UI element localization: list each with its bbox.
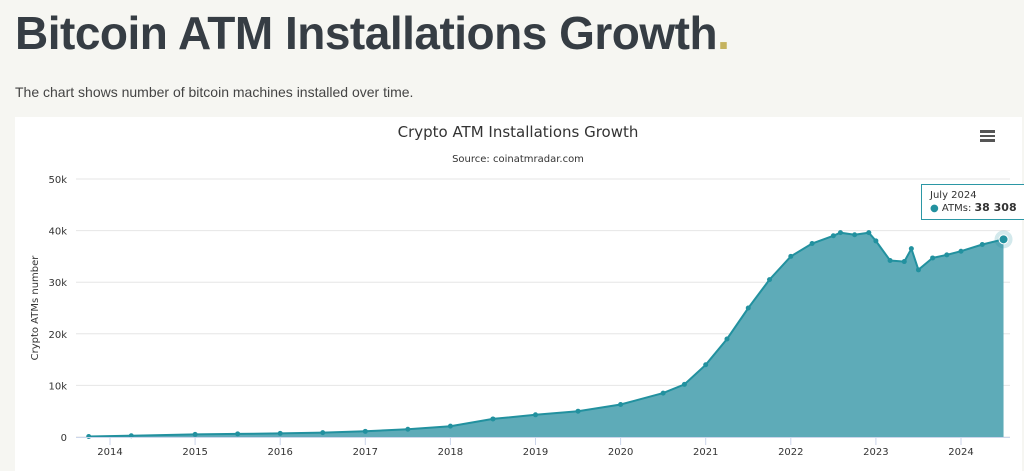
data-point[interactable] (575, 408, 581, 414)
chart-subtitle: Source: coinatmradar.com (452, 154, 584, 165)
data-point[interactable] (533, 412, 538, 418)
data-point[interactable] (681, 381, 687, 387)
x-tick-label: 2020 (608, 447, 633, 458)
data-point[interactable] (866, 230, 872, 236)
y-axis-label: Crypto ATMs number (30, 255, 41, 361)
x-tick-label: 2018 (438, 447, 463, 458)
y-tick-label: 0 (61, 433, 67, 444)
title-accent-dot: . (717, 7, 730, 59)
page-subtitle: The chart shows number of bitcoin machin… (15, 84, 414, 100)
data-point[interactable] (618, 401, 624, 407)
y-tick-label: 30k (48, 278, 67, 289)
tooltip: July 2024 ● ATMs: 38 308 (921, 184, 1024, 220)
data-point[interactable] (724, 336, 730, 342)
x-tick-label: 2023 (863, 447, 888, 458)
x-tick-label: 2014 (97, 447, 122, 458)
data-point[interactable] (998, 234, 1009, 245)
y-tick-label: 40k (48, 227, 67, 238)
data-point[interactable] (837, 230, 843, 236)
data-point[interactable] (908, 246, 914, 252)
y-tick-label: 10k (48, 381, 67, 392)
tooltip-series: ATMs (941, 203, 968, 214)
data-point[interactable] (767, 277, 773, 283)
data-point[interactable] (320, 430, 326, 436)
chart-title: Crypto ATM Installations Growth (398, 123, 639, 141)
tooltip-date: July 2024 (930, 190, 977, 201)
data-point[interactable] (788, 253, 794, 259)
hamburger-menu-icon[interactable] (980, 128, 995, 144)
data-point[interactable] (944, 252, 950, 258)
x-tick-label: 2022 (778, 447, 803, 458)
y-tick-label: 50k (48, 175, 67, 186)
data-point[interactable] (660, 390, 666, 396)
data-point[interactable] (873, 238, 879, 244)
data-point[interactable] (887, 258, 893, 264)
data-point[interactable] (405, 426, 411, 432)
data-point[interactable] (852, 232, 858, 238)
series-area (88, 232, 1004, 437)
data-point[interactable] (447, 423, 453, 429)
data-point[interactable] (235, 431, 241, 437)
x-tick-label: 2019 (523, 447, 548, 458)
page-title: Bitcoin ATM Installations Growth. (15, 7, 730, 59)
data-point[interactable] (745, 305, 751, 311)
data-point[interactable] (490, 416, 496, 422)
x-tick-label: 2024 (948, 447, 973, 458)
data-point[interactable] (703, 362, 709, 368)
x-tick-label: 2015 (182, 447, 207, 458)
data-point[interactable] (979, 242, 985, 248)
data-point[interactable] (362, 428, 368, 434)
tooltip-value: 38 308 (974, 201, 1017, 214)
data-point[interactable] (277, 430, 283, 436)
data-point[interactable] (901, 259, 907, 265)
data-point[interactable] (930, 255, 936, 261)
data-point[interactable] (915, 267, 921, 273)
x-tick-label: 2021 (693, 447, 718, 458)
data-point[interactable] (192, 431, 198, 437)
data-point[interactable] (809, 241, 815, 246)
series-dot-icon: ● (930, 203, 939, 214)
y-tick-label: 20k (48, 330, 67, 341)
data-point[interactable] (86, 433, 92, 439)
data-point[interactable] (128, 433, 134, 439)
data-point[interactable] (958, 248, 964, 254)
x-tick-label: 2017 (353, 447, 378, 458)
data-point[interactable] (830, 233, 836, 239)
x-tick-label: 2016 (267, 447, 292, 458)
